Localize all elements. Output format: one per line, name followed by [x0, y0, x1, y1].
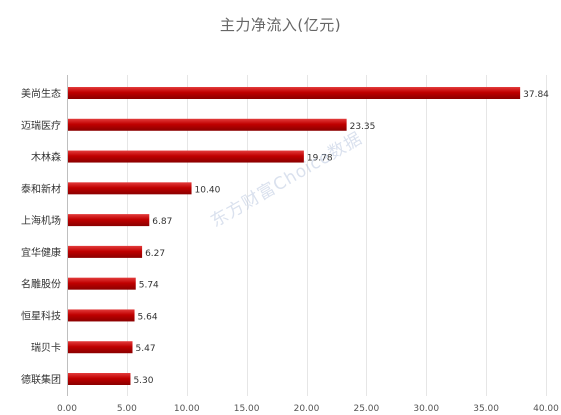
- value-label: 5.74: [139, 281, 159, 291]
- bar: [68, 87, 521, 99]
- value-label: 5.47: [136, 344, 156, 354]
- value-label: 6.27: [145, 249, 165, 259]
- bar: [68, 373, 131, 385]
- x-tick-label: 35.00: [473, 404, 499, 414]
- category-label: 名雕股份: [21, 278, 61, 291]
- x-tick-label: 15.00: [234, 404, 260, 414]
- x-tick-label: 0.00: [57, 404, 77, 414]
- x-tick-label: 25.00: [353, 404, 379, 414]
- chart-title: 主力净流入(亿元): [219, 16, 342, 34]
- bar: [68, 182, 192, 195]
- bar: [68, 118, 347, 131]
- x-tick-label: 10.00: [174, 404, 200, 414]
- bar: [68, 245, 143, 258]
- bar: [68, 309, 135, 322]
- bar: [68, 341, 133, 354]
- value-label: 10.40: [195, 185, 221, 195]
- category-label: 恒星科技: [21, 309, 61, 322]
- value-label: 5.64: [138, 312, 158, 322]
- bar: [68, 277, 136, 290]
- category-label: 泰和新材: [21, 182, 61, 195]
- value-label: 23.35: [350, 122, 376, 132]
- value-label: 19.78: [307, 154, 333, 164]
- bar: [68, 214, 150, 227]
- category-label: 美尚生态: [21, 87, 61, 100]
- bar: [68, 150, 304, 163]
- x-tick-label: 40.00: [533, 404, 559, 414]
- category-label: 上海机场: [21, 214, 61, 227]
- category-label: 瑞贝卡: [31, 341, 61, 354]
- value-label: 5.30: [133, 376, 153, 386]
- value-label: 37.84: [523, 90, 549, 100]
- category-label: 木林森: [31, 151, 61, 164]
- category-label: 宜华健康: [21, 246, 61, 259]
- category-label: 迈瑞医疗: [21, 119, 61, 132]
- value-label: 6.87: [152, 217, 172, 227]
- x-tick-label: 30.00: [413, 404, 439, 414]
- x-tick-label: 20.00: [294, 404, 320, 414]
- category-label: 德联集团: [21, 373, 61, 386]
- x-tick-label: 5.00: [117, 404, 137, 414]
